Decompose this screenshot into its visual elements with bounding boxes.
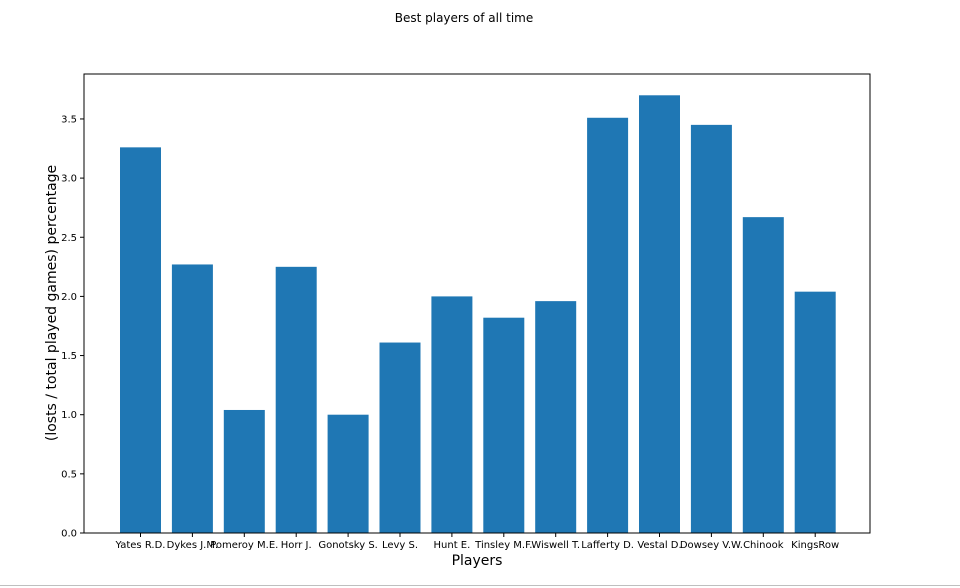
y-tick-label: 0.5 — [61, 469, 77, 480]
x-tick-label: Vestal D. — [637, 540, 681, 551]
y-tick-label: 3.5 — [61, 114, 77, 125]
x-tick-label: Wiswell T. — [531, 540, 580, 551]
x-tick-label: Gonotsky S. — [318, 540, 378, 551]
x-tick-label: Hunt E. — [434, 540, 471, 551]
y-tick-label: 3.0 — [61, 174, 77, 185]
bar-gonotsky-s — [327, 414, 369, 533]
x-tick-label: Lafferty D. — [581, 540, 634, 551]
y-tick-label: 1.0 — [61, 410, 77, 421]
plot-frame — [83, 73, 871, 534]
x-axis-label: Players — [452, 553, 503, 569]
bar-vestal-d — [639, 95, 680, 533]
x-tick-label: Dowsey V.W. — [680, 540, 743, 551]
y-tick-label: 0.0 — [61, 529, 77, 540]
y-tick-label: 2.5 — [61, 233, 77, 244]
bar-lafferty-d — [587, 117, 629, 534]
bar-dowsey-v-w — [690, 124, 732, 534]
x-tick-label: KingsRow — [791, 540, 839, 551]
y-tick-label: 2.0 — [61, 292, 77, 303]
bar-hunt-e — [431, 296, 473, 533]
bar-horr-j — [275, 266, 317, 533]
bar-dykes-j-m — [171, 264, 213, 533]
y-tick-label: 1.5 — [61, 351, 77, 362]
x-tick-label: Yates R.D. — [115, 540, 166, 551]
bar-levy-s — [379, 342, 421, 533]
x-tick-label: Chinook — [743, 540, 784, 551]
x-tick-label: Pomeroy M.E. — [210, 540, 278, 551]
x-tick-label: Horr J. — [281, 540, 312, 551]
chart-title: Best players of all time — [395, 11, 534, 25]
bar-tinsley-m-f — [483, 317, 525, 533]
x-tick-label: Tinsley M.F. — [474, 540, 532, 551]
bar-chinook — [742, 217, 784, 533]
x-axis-ticks: Yates R.D. Dykes J.M.Pomeroy M.E. Horr J. G… — [115, 533, 839, 551]
bars-group — [120, 95, 836, 534]
bar-kingsrow — [794, 291, 836, 533]
y-axis-label: (losts / total played games) percentage — [44, 165, 60, 441]
bottom-divider — [0, 585, 960, 586]
bar-yates-r-d — [120, 147, 161, 533]
y-axis-ticks: 0.0 0.5 1.0 1.5 2.0 2.5 3.0 3.5 — [61, 114, 84, 540]
bar-wiswell-t — [535, 301, 577, 533]
x-tick-label: Dykes J.M. — [167, 540, 219, 551]
bar-pomeroy-m-e — [223, 409, 265, 533]
x-tick-label: Levy S. — [382, 540, 418, 551]
